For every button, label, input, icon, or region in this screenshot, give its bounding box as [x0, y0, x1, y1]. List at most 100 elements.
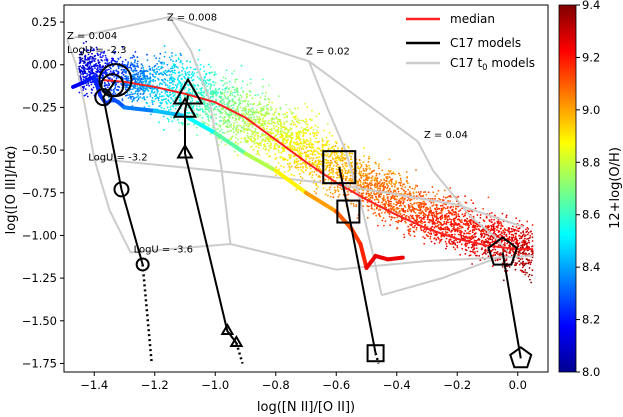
galaxy-point: [518, 235, 520, 237]
galaxy-point: [281, 126, 284, 129]
galaxy-point: [226, 81, 229, 84]
galaxy-point: [136, 85, 139, 87]
galaxy-point: [290, 131, 293, 134]
galaxy-point: [83, 76, 86, 79]
galaxy-point: [232, 91, 234, 94]
galaxy-point: [273, 111, 276, 114]
galaxy-point: [113, 52, 116, 55]
galaxy-point: [442, 196, 445, 198]
galaxy-point: [109, 77, 111, 79]
galaxy-point: [165, 84, 167, 87]
galaxy-point: [429, 237, 432, 240]
galaxy-point: [174, 54, 177, 56]
galaxy-point: [203, 121, 206, 124]
galaxy-point: [211, 95, 214, 98]
galaxy-point: [169, 87, 171, 90]
galaxy-point: [422, 203, 425, 206]
galaxy-point: [491, 225, 493, 228]
galaxy-point: [393, 197, 396, 200]
galaxy-point: [337, 147, 339, 150]
galaxy-point: [403, 192, 406, 195]
galaxy-point: [391, 185, 393, 188]
galaxy-point: [235, 133, 238, 136]
galaxy-point: [233, 125, 236, 128]
galaxy-point: [415, 169, 417, 172]
galaxy-point: [235, 118, 238, 120]
galaxy-point: [175, 65, 178, 68]
galaxy-point: [228, 138, 231, 141]
galaxy-point: [270, 122, 273, 125]
galaxy-point: [420, 229, 423, 232]
galaxy-point: [318, 166, 320, 168]
galaxy-point: [444, 196, 447, 199]
galaxy-point: [163, 55, 166, 58]
galaxy-point: [268, 122, 271, 125]
galaxy-point: [101, 56, 103, 59]
galaxy-point: [131, 70, 134, 73]
galaxy-point: [254, 138, 257, 141]
galaxy-point: [367, 161, 370, 163]
galaxy-point: [451, 209, 454, 212]
galaxy-point: [275, 166, 278, 169]
galaxy-point: [130, 62, 133, 64]
galaxy-point: [460, 230, 463, 233]
galaxy-point: [522, 241, 525, 243]
galaxy-point: [432, 201, 435, 204]
galaxy-point: [421, 217, 423, 220]
galaxy-point: [419, 212, 422, 215]
galaxy-point: [465, 236, 468, 238]
galaxy-point: [234, 101, 237, 103]
galaxy-point: [402, 208, 405, 210]
galaxy-point: [522, 264, 525, 267]
galaxy-point: [252, 148, 255, 151]
galaxy-point: [195, 88, 198, 91]
galaxy-point: [202, 120, 204, 123]
galaxy-point: [459, 233, 462, 236]
galaxy-point: [151, 73, 154, 76]
galaxy-point: [205, 73, 207, 76]
galaxy-point: [328, 143, 331, 146]
galaxy-point: [192, 78, 195, 81]
galaxy-point: [225, 69, 228, 72]
galaxy-point: [320, 163, 322, 166]
galaxy-point: [220, 120, 223, 122]
galaxy-point: [410, 198, 413, 201]
galaxy-point: [136, 100, 139, 102]
galaxy-point: [233, 95, 236, 98]
galaxy-point: [254, 119, 257, 122]
galaxy-point: [258, 154, 261, 156]
galaxy-point: [279, 120, 282, 123]
galaxy-point: [222, 84, 225, 87]
galaxy-point: [294, 143, 297, 145]
galaxy-point: [449, 200, 451, 203]
galaxy-point: [207, 117, 210, 119]
galaxy-point: [378, 185, 381, 188]
galaxy-point: [351, 152, 354, 155]
galaxy-point: [370, 203, 373, 206]
galaxy-point: [467, 228, 470, 231]
galaxy-point: [157, 66, 160, 68]
galaxy-point: [333, 189, 336, 191]
galaxy-point: [427, 191, 430, 194]
galaxy-point: [263, 122, 266, 125]
galaxy-point: [425, 210, 427, 213]
galaxy-point: [108, 84, 110, 87]
galaxy-point: [313, 190, 316, 193]
galaxy-point: [444, 240, 447, 243]
galaxy-point: [419, 206, 422, 209]
galaxy-point: [149, 76, 152, 79]
galaxy-point: [390, 183, 392, 186]
galaxy-point: [280, 134, 283, 137]
galaxy-point: [393, 186, 396, 188]
galaxy-point: [133, 65, 135, 68]
galaxy-point: [324, 178, 327, 181]
galaxy-point: [496, 220, 499, 223]
galaxy-point: [407, 205, 410, 208]
galaxy-point: [142, 69, 145, 71]
galaxy-point: [114, 92, 117, 95]
galaxy-point: [139, 96, 142, 98]
galaxy-point: [528, 273, 531, 276]
galaxy-point: [298, 172, 301, 175]
galaxy-point: [293, 162, 296, 165]
galaxy-point: [124, 64, 127, 66]
